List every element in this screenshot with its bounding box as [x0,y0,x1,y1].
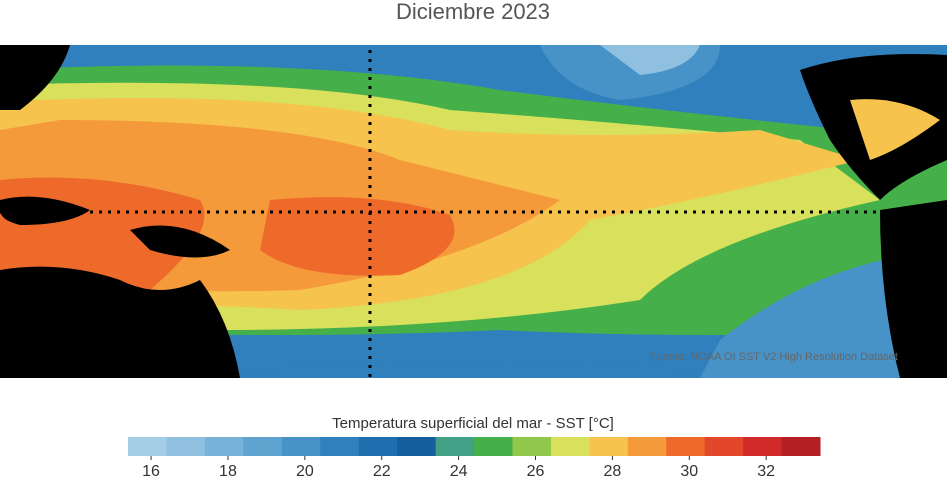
colorbar-swatch [358,437,398,456]
tick-label: 30 [680,463,698,480]
colorbar-swatch [243,437,283,456]
tick-label: 24 [450,463,468,480]
tick-label: 28 [604,463,622,480]
colorbar-swatch [666,437,706,456]
tick-label: 32 [757,463,775,480]
colorbar-swatch [128,437,167,456]
colorbar-swatch [474,437,513,456]
colorbar-swatch [320,437,360,456]
colorbar-swatch [397,437,437,456]
colorbar-swatch [281,437,321,456]
tick-label: 16 [142,463,160,480]
title: Diciembre 2023 [396,0,550,24]
colorbar-swatch [743,437,783,456]
colorbar-label: Temperatura superficial del mar - SST [°… [332,415,614,432]
colorbar-swatch [204,437,244,456]
colorbar: 16 18 20 22 24 26 28 30 32 [128,437,821,480]
colorbar-swatch [781,437,821,456]
colorbar-swatch [166,437,206,456]
colorbar-swatch [627,437,667,456]
colorbar-swatch [550,437,590,456]
colorbar-swatch [512,437,552,456]
tick-label: 26 [527,463,545,480]
sst-map [0,45,947,378]
colorbar-swatch [589,437,629,456]
source-note: Fuente: NOAA OI SST V2 High Resolution D… [650,351,898,363]
tick-label: 22 [373,463,391,480]
colorbar-swatch [435,437,475,456]
tick-label: 20 [296,463,314,480]
colorbar-swatch [704,437,744,456]
tick-label: 18 [219,463,237,480]
